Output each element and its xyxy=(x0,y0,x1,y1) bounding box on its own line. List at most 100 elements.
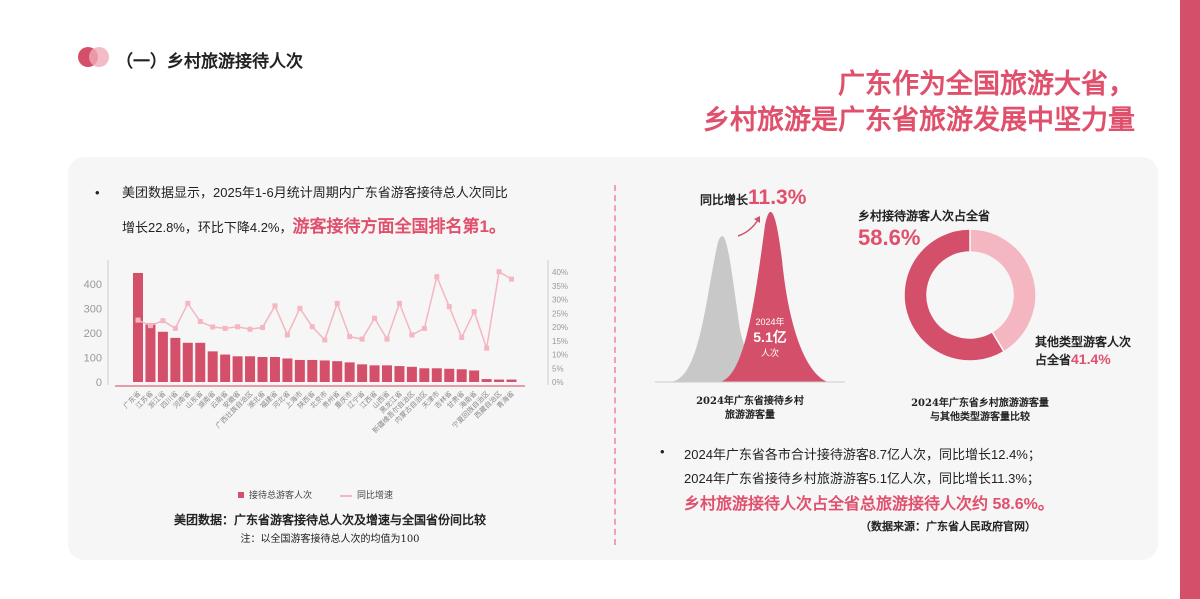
donut-caption-1: 2024年广东省乡村旅游游客量 xyxy=(911,398,1049,409)
bullet-dot: • xyxy=(660,444,665,459)
chart-caption: 美团数据：广东省游客接待总人次及增速与全国省份间比较 xyxy=(173,513,486,527)
right-tick: 5% xyxy=(552,364,564,373)
right-line1: 2024年广东省各市合计接待游客8.7亿人次，同比增长12.4%； xyxy=(684,447,1041,462)
right-tick: 10% xyxy=(552,351,568,360)
left-bullet-line2: 增长22.8%，环比下降4.2%，游客接待方面全国排名第1。 xyxy=(122,210,506,245)
left-tick: 200 xyxy=(84,328,102,340)
bar xyxy=(245,356,256,382)
bar xyxy=(195,342,206,382)
legend-bar-label: 接待总游客人次 xyxy=(249,490,313,500)
bar xyxy=(282,358,293,382)
other-share: 占全省41.4% xyxy=(1035,351,1111,369)
growth-point xyxy=(471,309,477,315)
peak-value: 5.1亿 xyxy=(753,329,787,345)
growth-point xyxy=(509,276,514,282)
headline-line1: 广东作为全国旅游大省， xyxy=(838,69,1135,99)
legend-line-label: 同比增速 xyxy=(357,490,394,500)
growth-point xyxy=(247,326,253,332)
peak-caption-1: 2024年广东省接待乡村 xyxy=(696,396,804,407)
bar xyxy=(220,354,231,382)
left-bullet-highlight: 游客接待方面全国排名第1。 xyxy=(292,217,506,236)
bar xyxy=(494,379,505,382)
right-tick: 20% xyxy=(552,323,568,332)
growth-point xyxy=(284,332,290,338)
rural-share-label: 乡村接待游客人次占全省 xyxy=(858,209,991,223)
bar xyxy=(369,365,380,382)
province-comparison-chart: 01002003004000%5%10%15%20%25%30%35%40%广东… xyxy=(84,260,568,435)
right-highlight: 乡村旅游接待人次占全省总旅游接待人次约 58.6%。 xyxy=(684,496,1054,513)
bar xyxy=(257,357,268,382)
bar xyxy=(506,379,517,382)
growth-point xyxy=(297,305,303,311)
growth-label: 同比增长11.3% xyxy=(700,186,806,210)
growth-point xyxy=(446,304,452,310)
growth-point xyxy=(384,336,390,342)
growth-point xyxy=(197,319,203,324)
growth-point xyxy=(260,325,265,331)
legend-line-swatch xyxy=(340,494,352,497)
growth-point xyxy=(135,317,141,323)
peak-unit: 人次 xyxy=(760,348,779,358)
right-tick: 15% xyxy=(552,337,568,346)
previous-year-peak xyxy=(670,235,780,382)
bar xyxy=(357,364,368,382)
right-tick: 40% xyxy=(552,268,568,277)
legend-line: 同比增速 xyxy=(340,488,393,501)
growth-point xyxy=(185,300,191,306)
divider xyxy=(614,185,616,545)
growth-point xyxy=(147,323,153,329)
bar xyxy=(332,361,343,382)
growth-point xyxy=(309,324,315,330)
growth-arrow-icon xyxy=(737,219,759,237)
section-title: （一）乡村旅游接待人次 xyxy=(116,52,303,71)
bar xyxy=(307,359,318,382)
headline-line2: 乡村旅游是广东省旅游发展中坚力量 xyxy=(703,105,1135,135)
bar xyxy=(232,356,243,382)
growth-point xyxy=(359,336,365,342)
bar xyxy=(481,379,492,382)
bar xyxy=(319,360,330,382)
bar xyxy=(182,342,193,382)
growth-point xyxy=(235,324,241,330)
donut-caption-2: 与其他类型游客量比较 xyxy=(930,412,1030,423)
left-tick: 300 xyxy=(84,304,102,316)
peak-year: 2024年 xyxy=(755,317,785,327)
data-source: （数据来源：广东省人民政府官网） xyxy=(860,520,1036,533)
right-tick: 30% xyxy=(552,296,568,305)
left-tick: 100 xyxy=(84,353,102,365)
rural-share-value: 58.6% xyxy=(858,225,921,250)
growth-point xyxy=(334,300,340,306)
bar xyxy=(269,357,280,382)
growth-value: 11.3% xyxy=(748,186,807,209)
growth-point xyxy=(347,334,353,340)
bar xyxy=(469,370,480,382)
chart-note: 注：以全国游客接待总人次的均值为100 xyxy=(240,534,420,545)
rural-share-segment xyxy=(903,228,1005,362)
other-share-value: 41.4% xyxy=(1071,351,1111,367)
bar xyxy=(344,362,355,382)
other-share-label: 其他类型游客人次 xyxy=(1035,335,1132,349)
left-tick: 400 xyxy=(84,279,102,291)
other-share-label-2: 占全省 xyxy=(1035,353,1072,367)
bar xyxy=(170,337,181,382)
bar xyxy=(431,368,442,382)
growth-point xyxy=(160,318,166,324)
growth-point xyxy=(322,337,328,343)
bar xyxy=(444,368,455,382)
left-tick: 0 xyxy=(96,377,102,389)
growth-point xyxy=(222,325,228,331)
growth-point xyxy=(459,334,465,340)
section-dot-icon-light xyxy=(89,47,109,67)
bar xyxy=(294,359,305,382)
growth-line xyxy=(137,270,512,349)
left-bullet-line1: 美团数据显示，2025年1-6月统计周期内广东省游客接待总人次同比 xyxy=(122,185,508,200)
bar xyxy=(382,365,392,382)
bar xyxy=(394,366,405,382)
bar xyxy=(145,323,156,382)
bar xyxy=(406,366,417,382)
share-donut-chart xyxy=(903,228,1037,362)
peak-chart xyxy=(655,211,845,383)
legend-bar-swatch xyxy=(238,492,244,498)
left-bullet-text: 增长22.8%，环比下降4.2%， xyxy=(122,220,293,235)
growth-point xyxy=(210,324,216,330)
